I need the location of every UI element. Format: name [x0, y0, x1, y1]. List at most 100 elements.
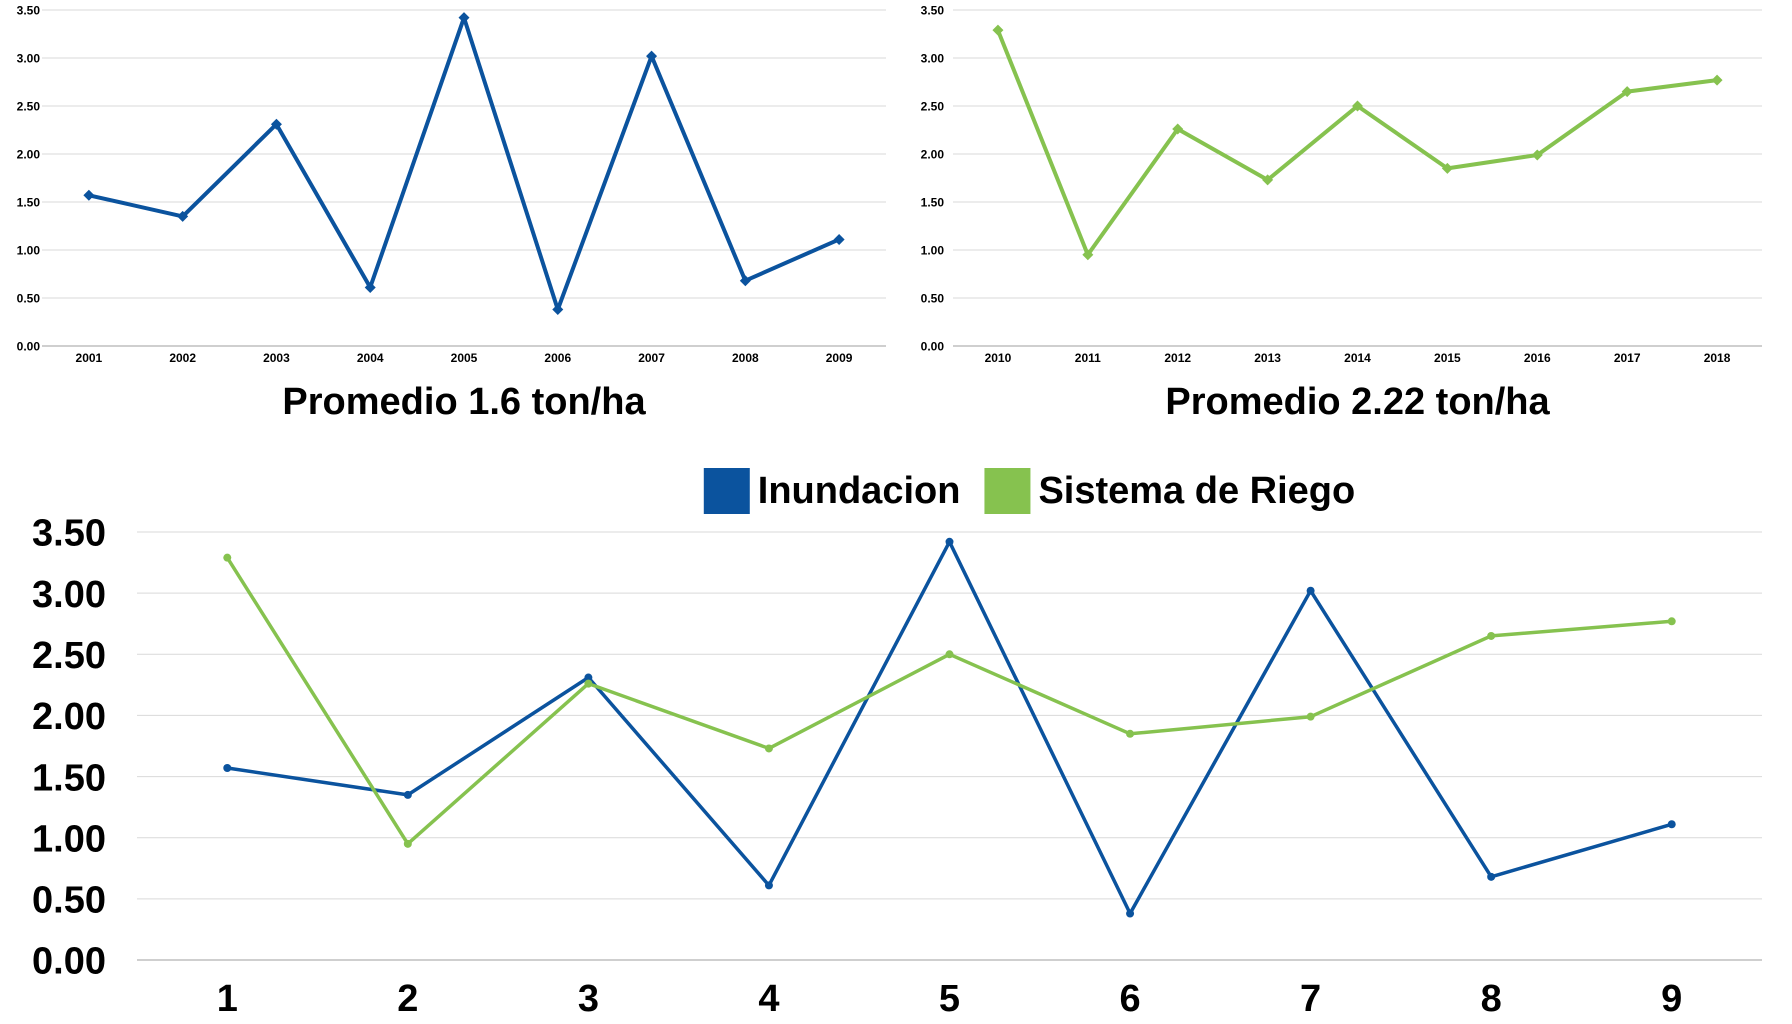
data-point	[1262, 174, 1274, 186]
series-line-sistema-de-riego	[225, 555, 1674, 846]
y-tick-label: 0.50	[921, 291, 945, 305]
y-tick-label: 0.50	[17, 291, 41, 305]
data-point	[833, 233, 845, 245]
data-point	[1621, 86, 1633, 98]
data-point	[646, 50, 658, 62]
series-line-inundacion	[225, 540, 1674, 916]
data-point	[177, 210, 189, 222]
x-tick-label: 2007	[638, 351, 665, 365]
x-tick-label: 2015	[1434, 351, 1461, 365]
data-point	[458, 12, 470, 24]
data-point	[1352, 100, 1363, 112]
data-point	[1126, 909, 1135, 918]
data-point	[945, 537, 954, 546]
y-tick-label: 2.00	[32, 696, 106, 738]
x-tick-label: 2016	[1524, 351, 1551, 365]
y-tick-label: 1.50	[921, 195, 945, 209]
y-tick-label: 1.00	[921, 243, 945, 257]
x-tick-label: 2012	[1164, 351, 1191, 365]
x-tick-label: 2006	[544, 351, 571, 365]
legend: Inundacion Sistema de Riego	[703, 468, 1355, 514]
chart-riego-2010-2018: 0.00 0.50 1.00 1.50 2.00 2.50 3.00 3.50 2010 2011…	[921, 3, 1762, 423]
y-tick-label: 2.50	[17, 99, 41, 113]
x-tick-label: 2017	[1614, 351, 1641, 365]
data-point	[992, 24, 1004, 36]
y-tick-label: 1.50	[32, 757, 106, 799]
x-tick-label: 6	[1119, 978, 1140, 1020]
x-tick-label: 2010	[985, 351, 1012, 365]
y-tick-label: 3.50	[921, 3, 945, 17]
data-point	[403, 790, 412, 799]
y-tick-label: 2.50	[921, 99, 945, 113]
x-tick-label: 2002	[169, 351, 196, 365]
x-tick-label: 2018	[1704, 351, 1731, 365]
data-point	[584, 679, 593, 688]
legend-label: Sistema de Riego	[1038, 470, 1355, 512]
x-tick-label: 1	[217, 978, 238, 1020]
chart-title: Promedio 2.22 ton/ha	[1165, 381, 1550, 423]
data-point	[223, 764, 232, 773]
chart-inundacion-2001-2009: 0.00 0.50 1.00 1.50 2.00 2.50 3.00 3.50 2001 2002…	[17, 3, 886, 423]
y-tick-label: 1.00	[17, 243, 41, 257]
data-point	[1306, 586, 1315, 595]
data-point	[1531, 149, 1543, 161]
legend-label: Inundacion	[758, 470, 961, 512]
data-point	[1667, 617, 1676, 626]
y-tick-label: 0.00	[921, 339, 945, 353]
y-tick-label: 3.00	[921, 51, 945, 65]
series-line-b	[995, 28, 1720, 257]
y-tick-label: 0.50	[32, 880, 106, 922]
data-point	[270, 118, 282, 130]
data-point	[1306, 712, 1315, 721]
data-point	[764, 881, 773, 890]
y-tick-label: 2.00	[921, 147, 945, 161]
y-tick-label: 3.00	[17, 51, 41, 65]
x-tick-label: 2	[397, 978, 418, 1020]
x-tick-label: 8	[1481, 978, 1502, 1020]
data-point	[764, 744, 773, 753]
x-tick-label: 2011	[1075, 351, 1101, 365]
chart-title: Promedio 1.6 ton/ha	[282, 381, 646, 423]
data-point	[83, 189, 95, 201]
y-tick-label: 2.00	[17, 147, 41, 161]
data-point	[1487, 872, 1496, 881]
y-tick-label: 1.50	[17, 195, 41, 209]
data-point	[552, 304, 564, 316]
data-point	[1487, 631, 1496, 640]
series-line-a	[86, 15, 842, 312]
data-point	[1667, 820, 1676, 829]
data-point	[1126, 729, 1135, 738]
y-tick-label: 2.50	[32, 635, 106, 677]
y-tick-label: 3.00	[32, 574, 106, 616]
x-tick-label: 2009	[826, 351, 853, 365]
y-tick-label: 0.00	[17, 339, 41, 353]
x-tick-label: 2014	[1344, 351, 1371, 365]
legend-swatch	[703, 468, 750, 514]
y-tick-label: 3.50	[32, 513, 106, 555]
data-point	[945, 650, 954, 659]
chart-comparison: 0.00 0.50 1.00 1.50 2.00 2.50 3.00 3.50 1 2 3 4 5 6 7 8…	[32, 468, 1762, 1020]
data-point	[739, 275, 751, 287]
legend-swatch	[984, 468, 1031, 514]
x-tick-label: 5	[939, 978, 960, 1020]
data-point	[1441, 162, 1453, 174]
data-point	[1082, 249, 1094, 261]
x-tick-label: 4	[758, 978, 779, 1020]
x-tick-label: 2001	[76, 351, 103, 365]
x-tick-label: 2005	[451, 351, 478, 365]
y-tick-label: 0.00	[32, 941, 106, 983]
data-point	[223, 553, 232, 562]
data-point	[403, 839, 412, 848]
x-tick-label: 3	[578, 978, 599, 1020]
data-point	[1172, 123, 1184, 135]
data-point	[364, 281, 376, 293]
y-tick-label: 1.00	[32, 818, 106, 860]
x-tick-label: 2008	[732, 351, 759, 365]
y-tick-label: 3.50	[17, 3, 41, 17]
data-point	[584, 673, 593, 682]
x-tick-label: 2013	[1254, 351, 1281, 365]
x-tick-label: 9	[1661, 978, 1682, 1020]
x-tick-label: 2003	[263, 351, 290, 365]
x-tick-label: 7	[1300, 978, 1321, 1020]
